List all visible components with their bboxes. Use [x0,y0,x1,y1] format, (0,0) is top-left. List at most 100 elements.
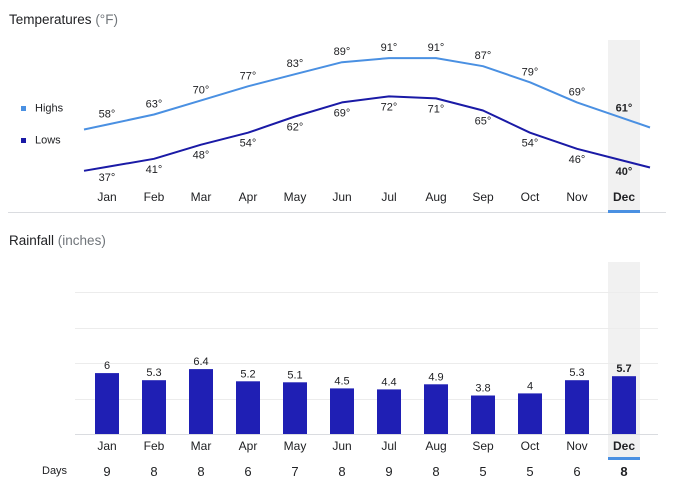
rain-value-jul: 4.4 [381,376,396,388]
rain-month-dec[interactable]: Dec [613,439,635,453]
rain-bar-apr [236,381,260,434]
rain-month-oct[interactable]: Oct [521,439,540,453]
days-count-dec: 8 [620,464,627,479]
temp-month-aug[interactable]: Aug [425,190,446,204]
rainfall-chart: 6 5.3 6.4 5.2 5.1 4.5 4.4 4.9 3.8 4 5.3 5.7 Days 9 8 8 6… [42,356,636,479]
temp-month-jul[interactable]: Jul [381,190,396,204]
rain-value-apr: 5.2 [240,368,255,380]
high-label-feb: 63° [146,99,163,111]
high-label-jun: 89° [334,46,351,58]
temp-month-feb[interactable]: Feb [144,190,165,204]
high-label-dec: 61° [616,103,633,115]
gridline-layer [75,292,658,435]
low-label-jun: 69° [334,107,351,119]
temp-month-dec[interactable]: Dec [613,190,635,204]
selected-column-bg-temp [608,40,640,212]
temperature-title: Temperatures (°F) [9,12,118,27]
rain-value-jun: 4.5 [334,375,349,387]
temp-month-jun[interactable]: Jun [332,190,351,204]
low-label-dec: 40° [616,166,633,178]
temperature-chart: 58° 63° 70° 77° 83° 89° 91° 91° 87° 79° 69° 61° 37° 4… [8,42,666,213]
high-label-aug: 91° [428,42,445,54]
temp-month-nov[interactable]: Nov [566,190,587,204]
rain-value-feb: 5.3 [146,367,161,379]
temperature-unit: (°F) [95,12,118,27]
high-label-jul: 91° [381,42,398,54]
high-label-apr: 77° [240,70,257,82]
rain-value-sep: 3.8 [475,383,490,395]
month-axis-layer[interactable]: Jan Feb Mar Apr May Jun Jul Aug Sep Oct Nov Dec Jan F… [97,190,640,460]
days-count-apr: 6 [244,464,251,479]
rain-value-dec: 5.7 [616,363,631,375]
rain-value-mar: 6.4 [193,356,208,368]
temp-month-apr[interactable]: Apr [239,190,258,204]
rain-month-jun[interactable]: Jun [332,439,351,453]
rain-month-mar[interactable]: Mar [191,439,212,453]
rain-bar-jul [377,389,401,434]
rain-bar-nov [565,380,589,434]
rain-month-aug[interactable]: Aug [425,439,446,453]
low-label-aug: 71° [428,103,445,115]
low-label-mar: 48° [193,150,210,162]
days-count-jul: 9 [385,464,392,479]
rain-bar-feb [142,380,166,434]
rain-selected-underline [608,457,640,460]
rain-value-oct: 4 [527,380,533,392]
days-count-jun: 8 [338,464,345,479]
rain-bar-dec [612,376,636,434]
rain-month-sep[interactable]: Sep [472,439,494,453]
days-count-nov: 6 [573,464,580,479]
rain-month-jan[interactable]: Jan [97,439,116,453]
days-count-mar: 8 [197,464,204,479]
low-label-jan: 37° [99,172,116,184]
rain-month-may[interactable]: May [284,439,307,453]
temp-month-mar[interactable]: Mar [191,190,212,204]
days-count-sep: 5 [479,464,486,479]
days-count-may: 7 [291,464,298,479]
rain-value-may: 5.1 [287,369,302,381]
days-label: Days [42,465,68,477]
low-label-jul: 72° [381,101,398,113]
rainfall-unit: (inches) [57,233,106,248]
legend-swatch-highs [21,106,26,111]
rain-value-nov: 5.3 [569,367,584,379]
rain-month-jul[interactable]: Jul [381,439,396,453]
high-label-oct: 79° [522,66,539,78]
rain-month-feb[interactable]: Feb [144,439,165,453]
high-label-mar: 70° [193,84,210,96]
rain-bar-mar [189,369,213,434]
low-label-nov: 46° [569,154,586,166]
legend-label-highs: Highs [35,103,64,115]
rain-bar-sep [471,395,495,434]
high-label-jan: 58° [99,109,116,121]
days-count-feb: 8 [150,464,157,479]
temp-selected-underline [608,210,640,213]
low-label-oct: 54° [522,138,539,150]
rain-bar-oct [518,393,542,434]
high-label-nov: 69° [569,86,586,98]
lows-line [83,95,651,172]
temperature-legend: Highs Lows [21,103,64,147]
temp-month-jan[interactable]: Jan [97,190,116,204]
temp-month-oct[interactable]: Oct [521,190,540,204]
rain-month-nov[interactable]: Nov [566,439,587,453]
low-label-may: 62° [287,122,304,134]
highs-line [83,57,651,131]
high-label-sep: 87° [475,50,492,62]
rain-month-apr[interactable]: Apr [239,439,258,453]
rain-bar-aug [424,384,448,434]
days-count-jan: 9 [103,464,110,479]
temp-month-may[interactable]: May [284,190,307,204]
rain-value-jan: 6 [104,360,110,372]
legend-swatch-lows [21,138,26,143]
legend-label-lows: Lows [35,135,61,147]
days-count-oct: 5 [526,464,533,479]
rain-bar-jan [95,373,119,434]
temp-month-sep[interactable]: Sep [472,190,494,204]
rain-bar-jun [330,388,354,434]
temperature-title-text: Temperatures [9,12,92,27]
low-label-sep: 65° [475,116,492,128]
rainfall-title: Rainfall (inches) [9,233,106,248]
days-count-aug: 8 [432,464,439,479]
